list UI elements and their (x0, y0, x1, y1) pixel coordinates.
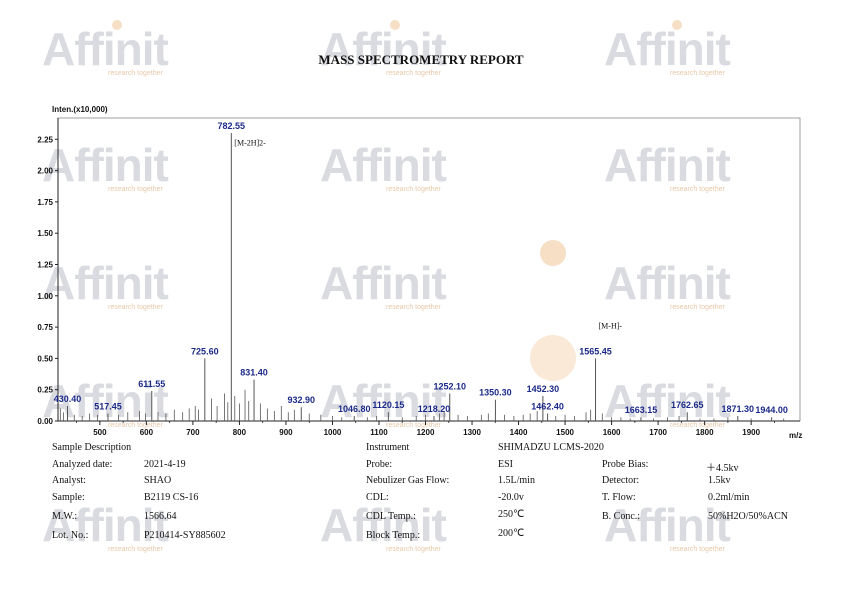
x-tick-label: 1100 (370, 428, 388, 437)
watermark-logo: Affinit research together (604, 499, 731, 553)
watermark-logo: Affinit research together (42, 499, 169, 553)
watermark-dot (390, 20, 400, 30)
ion-annotation: [M-H]- (599, 321, 623, 330)
watermark-logo: Affinit research together (604, 23, 731, 77)
instrument-label: T. Flow: (602, 492, 636, 503)
instrument-header-value: SHIMADZU LCMS-2020 (498, 442, 604, 453)
peak-label: 831.40 (240, 368, 268, 378)
y-tick-label: 1.00 (37, 292, 53, 301)
instrument-value: 200℃ (498, 528, 525, 539)
sample-label: M.W.: (52, 511, 78, 522)
peak-label: 1871.30 (722, 404, 755, 414)
watermark-logo: Affinit research together (320, 499, 447, 553)
instrument-value: ＋4.5kv (706, 463, 739, 474)
instrument-value: 250℃ (498, 509, 525, 520)
peak-label: 517.45 (94, 401, 122, 411)
peak-label: 932.90 (287, 395, 315, 405)
x-tick-label: 600 (140, 428, 154, 437)
peak-label: 1218.20 (418, 404, 451, 414)
y-axis-label: Inten.(x10,000) (52, 105, 108, 114)
instrument-value: 0.2ml/min (708, 492, 750, 503)
watermark-logo: Affinit research together (42, 23, 169, 77)
sample-value: B2119 CS-16 (144, 492, 199, 503)
instrument-header-label: Instrument (366, 442, 410, 453)
sample-value: 2021-4-19 (144, 459, 186, 470)
sample-label: Analyzed date: (52, 459, 113, 470)
instrument-value: 1.5L/min (498, 475, 535, 486)
chart-peak-labels: 430.40 517.45 611.55 725.60 782.55 831.40 932.… (54, 121, 788, 415)
x-tick-label: 700 (186, 428, 200, 437)
sample-label: Lot. No.: (52, 530, 89, 541)
x-axis-label: m/z (789, 431, 802, 440)
sample-value: P210414-SY885602 (144, 530, 226, 541)
instrument-label: CDL: (366, 492, 389, 503)
instrument-value: -20.0v (498, 492, 524, 503)
y-tick-label: 0.25 (37, 386, 53, 395)
x-tick-label: 1200 (417, 428, 435, 437)
x-tick-label: 1800 (696, 428, 714, 437)
ion-annotation: [M-2H]2- (234, 139, 266, 148)
peak-label: 611.55 (138, 379, 165, 389)
sample-value: 1566.64 (144, 511, 177, 522)
x-tick-label: 1900 (742, 428, 760, 437)
peak-label: 782.55 (218, 121, 246, 131)
instrument-label: Block Temp.: (366, 530, 421, 541)
y-tick-label: 0.75 (37, 323, 53, 332)
y-tick-label: 2.00 (37, 167, 53, 176)
peak-label: 1663.15 (625, 405, 658, 415)
y-tick-label: 1.50 (37, 229, 53, 238)
peak-label: 1462.40 (531, 401, 564, 411)
chart-axes: 0.00 0.25 0.50 0.75 1.00 1.25 1.50 1.75 2.00 2.25… (37, 117, 801, 437)
peak-label: 1120.15 (372, 400, 404, 410)
x-tick-label: 500 (93, 428, 107, 437)
peak-label: 430.40 (54, 394, 82, 404)
peak-label: 1944.00 (755, 405, 788, 415)
y-tick-label: 0.00 (37, 417, 53, 426)
instrument-label: Probe Bias: (602, 459, 649, 470)
peak-label: 1350.30 (479, 388, 512, 398)
x-tick-label: 1700 (649, 428, 667, 437)
watermark-dot (112, 20, 122, 30)
sample-label: Analyst: (52, 475, 86, 486)
watermark-dot (530, 335, 576, 381)
peak-label: 1565.45 (579, 346, 612, 356)
y-tick-label: 2.25 (37, 135, 53, 144)
peak-label: 1762.65 (671, 400, 704, 410)
sample-header: Sample Description (52, 442, 132, 453)
instrument-label: CDL Temp.: (366, 511, 416, 522)
y-tick-label: 1.25 (37, 260, 53, 269)
plot-frame (57, 117, 801, 422)
instrument-label: Nebulizer Gas Flow: (366, 475, 450, 486)
x-tick-label: 900 (279, 428, 293, 437)
watermark-dot (672, 20, 682, 30)
mass-spectrum-chart: Inten.(x10,000) m/z 0.00 0.25 0.50 0.75 1.00… (37, 105, 802, 440)
instrument-label: Probe: (366, 459, 393, 470)
chart-annotations: [M-2H]2- [M-H]- (234, 139, 622, 331)
peak-label: 1046.80 (338, 404, 371, 414)
report-title: MASS SPECTROMETRY REPORT (318, 52, 524, 67)
peak-label: 1252.10 (433, 381, 466, 391)
x-tick-label: 1600 (603, 428, 621, 437)
chart-peaks (59, 133, 785, 421)
x-tick-label: 1300 (463, 428, 481, 437)
x-tick-label: 800 (233, 428, 247, 437)
watermark-dot (540, 240, 566, 266)
sample-value: SHAO (144, 475, 172, 486)
instrument-label: B. Conc.: (602, 511, 641, 522)
x-tick-label: 1400 (510, 428, 528, 437)
peak-label: 1452.30 (527, 384, 560, 394)
sample-label: Sample: (52, 492, 85, 503)
peak-label: 725.60 (191, 346, 219, 356)
y-tick-label: 0.50 (37, 354, 53, 363)
instrument-label: Detector: (602, 475, 640, 486)
y-tick-label: 1.75 (37, 198, 53, 207)
instrument-value: 50%H2O/50%ACN (708, 511, 788, 522)
watermark-logo: Affinit research together (320, 23, 447, 77)
x-tick-label: 1000 (324, 428, 342, 437)
instrument-value: ESI (498, 459, 513, 470)
x-tick-label: 1500 (556, 428, 574, 437)
instrument-value: 1.5kv (708, 475, 731, 486)
